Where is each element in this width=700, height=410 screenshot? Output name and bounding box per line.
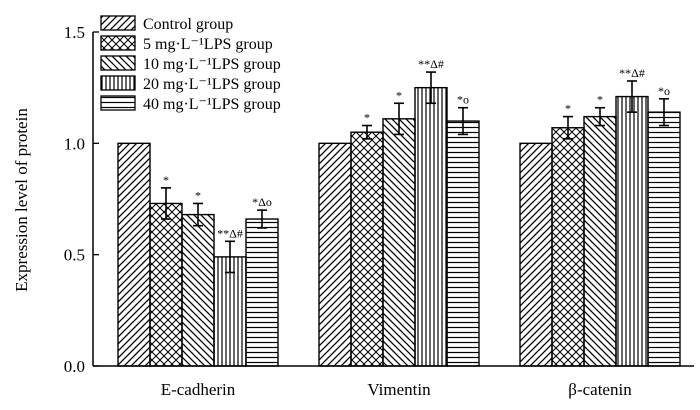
bar: [350, 131, 384, 367]
y-tick-label: 0.0: [64, 357, 85, 376]
y-tick-label: 0.5: [64, 246, 85, 265]
significance-label: *: [396, 88, 402, 102]
bar: [519, 142, 553, 367]
legend-swatch: [100, 35, 136, 51]
significance-label: **Δ#: [619, 66, 645, 80]
bar: [318, 142, 352, 367]
significance-label: *Δo: [252, 195, 272, 209]
significance-label: *o: [457, 93, 469, 107]
significance-label: *: [565, 102, 571, 116]
bar: [117, 142, 151, 367]
legend-label: Control group: [143, 16, 233, 33]
x-tick-label: β-catenin: [568, 380, 632, 399]
legend-swatch: [100, 55, 136, 71]
bar: [551, 127, 585, 367]
x-tick-label: Vimentin: [367, 380, 431, 399]
y-tick-label: 1.5: [64, 23, 85, 42]
legend-label: 5 mg·L⁻¹LPS group: [143, 36, 273, 53]
bar: [149, 202, 183, 367]
significance-label: *: [195, 188, 201, 202]
x-tick-label: E-cadherin: [161, 380, 236, 399]
legend-swatch: [100, 75, 136, 91]
significance-label: *: [163, 173, 169, 187]
bar: [245, 218, 279, 367]
bar: [615, 95, 649, 367]
significance-label: *: [597, 93, 603, 107]
bar: [446, 120, 480, 367]
bar: [181, 213, 215, 367]
significance-label: *o: [658, 84, 670, 98]
plot-area: 0.0 0.5 1.0 1.5 * * * * * * **Δ# **Δ# **Δ# *Δo *o *o E…: [64, 23, 694, 399]
legend-swatch: [100, 15, 136, 31]
significance-label: **Δ#: [418, 57, 444, 71]
y-tick-label: 1.0: [64, 134, 85, 153]
bar: [647, 111, 681, 367]
bar: [583, 115, 617, 367]
bar: [382, 118, 416, 367]
significance-label: **Δ#: [217, 226, 243, 240]
legend-label: 40 mg·L⁻¹LPS group: [143, 96, 281, 113]
bar: [213, 256, 247, 367]
legend: Control group 5 mg·L⁻¹LPS group 10 mg·L⁻¹L…: [100, 15, 281, 113]
y-axis-title: Expression level of protein: [12, 108, 31, 292]
legend-label: 10 mg·L⁻¹LPS group: [143, 56, 281, 73]
legend-swatch: [100, 95, 136, 111]
bar: [414, 86, 448, 367]
significance-label: *: [364, 111, 370, 125]
legend-label: 20 mg·L⁻¹LPS group: [143, 76, 281, 93]
